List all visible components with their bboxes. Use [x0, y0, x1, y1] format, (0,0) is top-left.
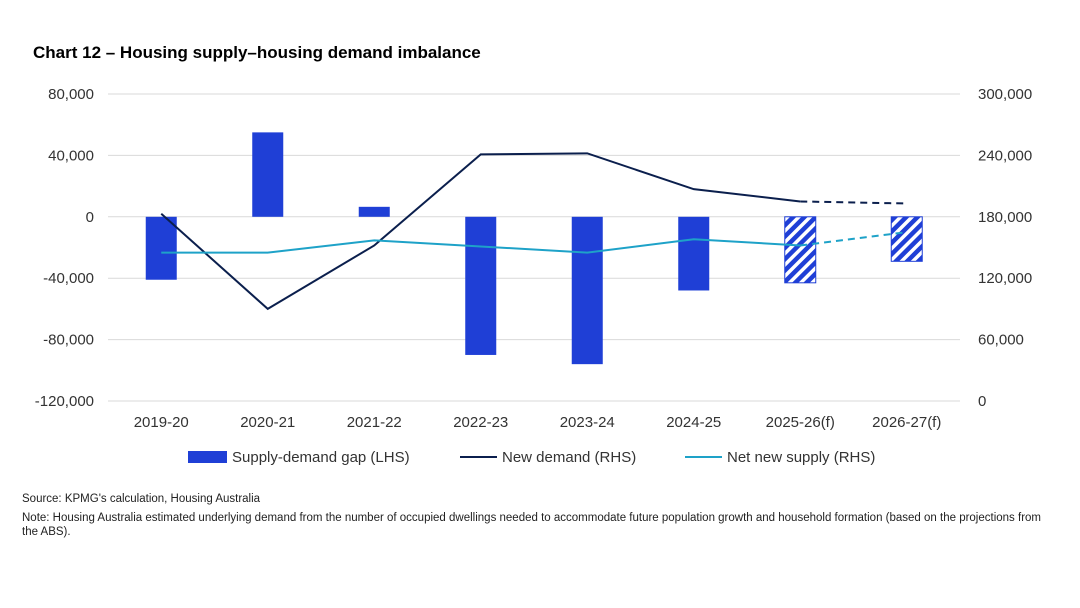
bar [890, 216, 923, 262]
y-right-tick-label: 180,000 [978, 209, 1032, 226]
bar [465, 216, 497, 355]
x-tick-label: 2023-24 [560, 414, 615, 431]
bar [252, 132, 284, 217]
bar [145, 216, 177, 280]
x-axis: 2019-20 2020-21 2021-22 2022-23 2023-24 2024-… [134, 414, 942, 431]
y-left-tick-label: -80,000 [43, 332, 94, 349]
x-tick-label: 2020-21 [240, 414, 295, 431]
x-tick-label: 2026-27(f) [872, 414, 941, 431]
bar-series [145, 132, 923, 365]
y-right-tick-label: 60,000 [978, 332, 1024, 349]
x-tick-label: 2025-26(f) [766, 414, 835, 431]
bar [358, 206, 390, 217]
series-line [161, 238, 801, 254]
y-left-tick-label: -120,000 [35, 393, 94, 410]
series-line [160, 152, 801, 311]
y-right-tick-label: 240,000 [978, 147, 1032, 164]
x-tick-label: 2024-25 [666, 414, 721, 431]
y-right-tick-label: 300,000 [978, 86, 1032, 103]
left-axis: 80,000 40,000 0 -40,000 -80,000 -120,000 [35, 86, 94, 410]
source-text: Source: KPMG's calculation, Housing Aust… [22, 493, 261, 505]
y-left-tick-label: -40,000 [43, 270, 94, 287]
chart-title: Chart 12 – Housing supply–housing demand… [33, 43, 481, 62]
x-tick-label: 2022-23 [453, 414, 508, 431]
bar [571, 216, 603, 365]
x-tick-label: 2021-22 [347, 414, 402, 431]
y-right-tick-label: 120,000 [978, 270, 1032, 287]
legend-label: New demand (RHS) [502, 449, 636, 466]
chart-canvas: 80,000 40,000 0 -40,000 -80,000 -120,000 300,… [35, 86, 1032, 466]
y-left-tick-label: 80,000 [48, 86, 94, 103]
legend-label: Supply-demand gap (LHS) [232, 449, 410, 466]
y-left-tick-label: 40,000 [48, 147, 94, 164]
x-tick-label: 2019-20 [134, 414, 189, 431]
series-line-forecast [800, 231, 907, 247]
legend-label: Net new supply (RHS) [727, 449, 875, 466]
bar [784, 216, 817, 284]
bar [678, 216, 710, 291]
right-axis: 300,000 240,000 180,000 120,000 60,000 0 [978, 86, 1032, 410]
legend: Supply-demand gap (LHS) New demand (RHS) N… [188, 449, 875, 466]
legend-swatch-bar [188, 451, 227, 463]
line-series [160, 152, 907, 311]
gridlines [108, 93, 960, 402]
series-line-forecast [800, 200, 907, 205]
y-right-tick-label: 0 [978, 393, 986, 410]
y-left-tick-label: 0 [86, 209, 94, 226]
note-text: Note: Housing Australia estimated underl… [22, 512, 1041, 538]
